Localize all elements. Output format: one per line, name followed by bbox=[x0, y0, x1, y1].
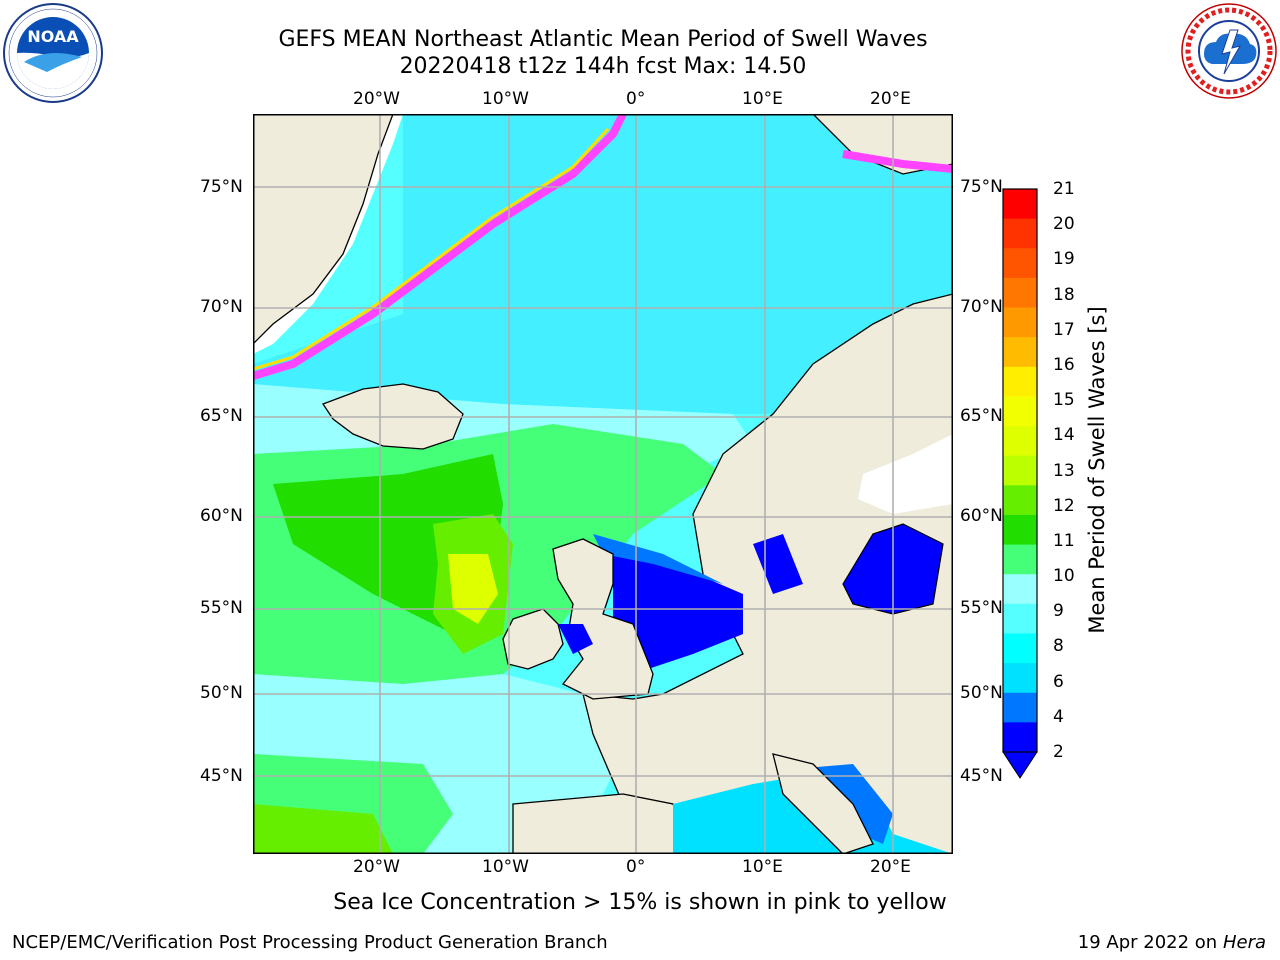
colorbar-band bbox=[1003, 248, 1037, 279]
map-grid bbox=[253, 114, 953, 854]
colorbar-tick-label: 16 bbox=[1053, 354, 1075, 375]
lon-label-top-4: 20°E bbox=[870, 89, 911, 109]
colorbar-tick-label: 14 bbox=[1053, 425, 1075, 446]
colorbar-band bbox=[1003, 189, 1037, 220]
colorbar-band bbox=[1003, 307, 1037, 338]
colorbar-band bbox=[1003, 722, 1037, 753]
sea-north-sea-edge bbox=[593, 534, 743, 594]
colorbar-tick-label: 18 bbox=[1053, 284, 1075, 305]
colorbar-band bbox=[1003, 396, 1037, 427]
colorbar-band bbox=[1003, 366, 1037, 397]
sea-north-sea bbox=[613, 554, 743, 674]
colorbar-band bbox=[1003, 337, 1037, 368]
colorbar-tick-label: 11 bbox=[1053, 530, 1075, 551]
colorbar-band bbox=[1003, 277, 1037, 309]
noaa-logo: NOAA bbox=[3, 3, 103, 103]
lon-label-top-0: 20°W bbox=[353, 89, 400, 109]
colorbar-tick-label: 6 bbox=[1053, 671, 1064, 692]
lon-label-bottom-0: 20°W bbox=[353, 857, 400, 877]
lat-label-right-1: 70°N bbox=[960, 297, 1003, 317]
noaa-logo-text: NOAA bbox=[27, 27, 79, 46]
sea-ice-caption: Sea Ice Concentration > 15% is shown in … bbox=[333, 890, 947, 915]
colorbar-band bbox=[1003, 603, 1037, 634]
ocean-zone-yellow bbox=[448, 554, 498, 624]
lat-label-left-3: 60°N bbox=[200, 506, 243, 526]
lat-label-left-6: 45°N bbox=[200, 766, 243, 786]
ocean-north bbox=[253, 114, 953, 414]
colorbar-band bbox=[1003, 485, 1037, 516]
map-panel bbox=[253, 114, 953, 854]
colorbar-band bbox=[1003, 455, 1037, 486]
colorbar-tick-label: 10 bbox=[1053, 566, 1075, 587]
lon-label-top-1: 10°W bbox=[482, 89, 529, 109]
colorbar-tick-label: 17 bbox=[1053, 319, 1075, 340]
footer-date-text: 19 Apr 2022 on bbox=[1077, 932, 1223, 953]
colorbar-band bbox=[1003, 218, 1037, 249]
colorbar-band bbox=[1003, 514, 1037, 546]
chart-title: GEFS MEAN Northeast Atlantic Mean Period… bbox=[278, 27, 928, 52]
sea-ice-svalbard bbox=[842, 150, 953, 173]
lon-label-bottom-3: 10°E bbox=[742, 857, 783, 877]
footer-branch: NCEP/EMC/Verification Post Processing Pr… bbox=[12, 932, 608, 953]
lon-label-bottom-2: 0° bbox=[626, 857, 646, 877]
lat-label-right-0: 75°N bbox=[960, 177, 1003, 197]
colorbar-band bbox=[1003, 663, 1037, 694]
lat-label-right-5: 50°N bbox=[960, 683, 1003, 703]
colorbar-tick-label: 8 bbox=[1053, 636, 1064, 657]
footer-machine: Hera bbox=[1222, 932, 1266, 953]
map-border bbox=[253, 114, 953, 854]
colorbar-band bbox=[1003, 544, 1037, 575]
lat-label-left-1: 70°N bbox=[200, 297, 243, 317]
lon-label-bottom-4: 20°E bbox=[870, 857, 911, 877]
land-greenland bbox=[253, 114, 394, 345]
colorbar-band bbox=[1003, 574, 1037, 605]
sea-ice-edge-yellow bbox=[253, 127, 610, 371]
colorbar-band bbox=[1003, 692, 1037, 723]
lat-label-left-5: 50°N bbox=[200, 683, 243, 703]
lat-label-right-4: 55°N bbox=[960, 598, 1003, 618]
colorbar-tick-label: 9 bbox=[1053, 601, 1064, 622]
colorbar-band bbox=[1003, 633, 1037, 664]
lat-label-right-6: 45°N bbox=[960, 766, 1003, 786]
colorbar-extend-triangle bbox=[1002, 751, 1038, 779]
sea-irish bbox=[558, 624, 593, 654]
ocean-zone-sw-green2 bbox=[253, 804, 393, 854]
lat-label-left-4: 55°N bbox=[200, 598, 243, 618]
colorbar-tick-label: 19 bbox=[1053, 249, 1075, 270]
sea-ice-edge bbox=[253, 114, 627, 380]
colorbar-tick-label: 20 bbox=[1053, 214, 1075, 235]
land-italy bbox=[772, 753, 874, 854]
footer-date: 19 Apr 2022 on Hera bbox=[1078, 932, 1266, 953]
nws-logo bbox=[1181, 3, 1277, 99]
land-sweden-snow bbox=[858, 434, 953, 514]
colorbar-tick-label: 2 bbox=[1053, 742, 1064, 762]
lat-label-right-3: 60°N bbox=[960, 506, 1003, 526]
colorbar-title: Mean Period of Swell Waves [s] bbox=[1085, 306, 1109, 634]
land-iberia bbox=[512, 793, 694, 854]
colorbar-tick-label: 13 bbox=[1053, 460, 1075, 481]
lon-label-top-2: 0° bbox=[626, 89, 646, 109]
colorbar-tick-label: 4 bbox=[1053, 706, 1064, 727]
colorbar bbox=[1002, 188, 1038, 779]
land-ireland bbox=[502, 608, 564, 670]
colorbar-tick-label: 15 bbox=[1053, 390, 1075, 411]
chart-subtitle: 20220418 t12z 144h fcst Max: 14.50 bbox=[399, 54, 807, 79]
lat-label-left-0: 75°N bbox=[200, 177, 243, 197]
colorbar-border bbox=[1002, 188, 1038, 753]
lat-label-left-2: 65°N bbox=[200, 406, 243, 426]
colorbar-band bbox=[1003, 426, 1037, 457]
colorbar-tick-label: 21 bbox=[1053, 179, 1075, 199]
lon-label-bottom-1: 10°W bbox=[482, 857, 529, 877]
lon-label-top-3: 10°E bbox=[742, 89, 783, 109]
lat-label-right-2: 65°N bbox=[960, 406, 1003, 426]
colorbar-tick-label: 12 bbox=[1053, 495, 1075, 516]
